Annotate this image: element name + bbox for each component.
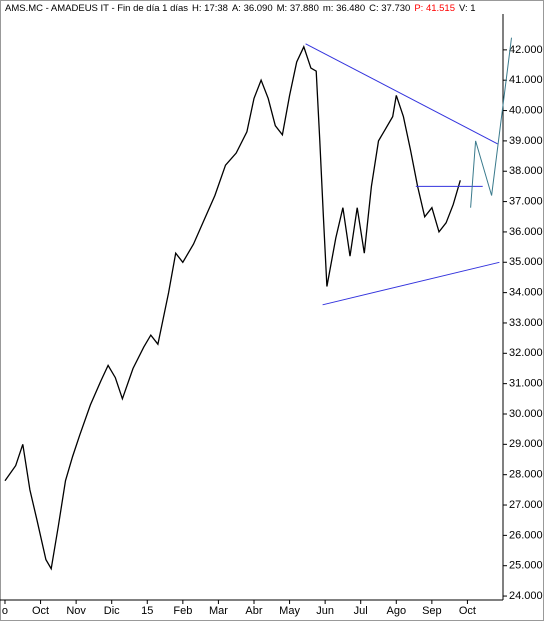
price-line — [4, 45, 461, 571]
y-tick-label: 37.000 — [509, 195, 543, 207]
header: AMS.MC - AMADEUS IT - Fin de día 1 días H… — [5, 3, 476, 14]
x-tick-label: Jul — [354, 605, 368, 617]
y-tick-label: 24.000 — [509, 590, 543, 602]
y-tick-label: 25.000 — [509, 560, 543, 572]
trend-line — [322, 261, 500, 306]
y-tick-label: 34.000 — [509, 287, 543, 299]
header-item: m: 36.480 — [323, 3, 365, 14]
y-tick-label: 42.000 — [509, 44, 543, 56]
header-text: AMS.MC - AMADEUS IT - Fin de día 1 días H… — [5, 3, 476, 14]
y-tick-label: 26.000 — [509, 529, 543, 541]
y-tick-label: 38.000 — [509, 165, 543, 177]
y-tick-label: 27.000 — [509, 499, 543, 511]
x-tick-label: Nov — [66, 605, 86, 617]
trend-line — [305, 43, 498, 145]
header-item: AMS.MC - AMADEUS IT - Fin de día 1 días — [5, 3, 188, 14]
header-item: A: 36.090 — [232, 3, 273, 14]
y-tick-label: 28.000 — [509, 469, 543, 481]
trend-line — [470, 37, 512, 208]
x-tick-label: May — [279, 605, 300, 617]
y-tick-label: 35.000 — [509, 256, 543, 268]
header-item: M: 37.880 — [277, 3, 319, 14]
y-tick-label: 30.000 — [509, 408, 543, 420]
y-tick-label: 40.000 — [509, 104, 543, 116]
x-tick-label: Oct — [32, 605, 49, 617]
y-tick-label: 31.000 — [509, 378, 543, 390]
x-tick-label: Ago — [386, 605, 406, 617]
x-tick-label: Oct — [459, 605, 476, 617]
y-tick-label: 29.000 — [509, 438, 543, 450]
x-tick-label: Sep — [422, 605, 442, 617]
x-tick-label: Jun — [316, 605, 334, 617]
y-tick-label: 39.000 — [509, 135, 543, 147]
y-tick-label: 33.000 — [509, 317, 543, 329]
y-tick-label: 36.000 — [509, 226, 543, 238]
x-tick-label: 15 — [141, 605, 153, 617]
header-item: P: 41.515 — [414, 3, 455, 14]
x-tick-label: Abr — [245, 605, 262, 617]
header-item: C: 37.730 — [369, 3, 410, 14]
x-tick-label: Feb — [173, 605, 192, 617]
x-tick-label: Mar — [209, 605, 228, 617]
x-tick-label: Dic — [104, 605, 120, 617]
header-item: H: 17:38 — [192, 3, 228, 14]
header-item: V: 1 — [459, 3, 476, 14]
y-tick-label: 41.000 — [509, 74, 543, 86]
y-tick-label: 32.000 — [509, 347, 543, 359]
x-tick-label: o — [2, 605, 8, 617]
